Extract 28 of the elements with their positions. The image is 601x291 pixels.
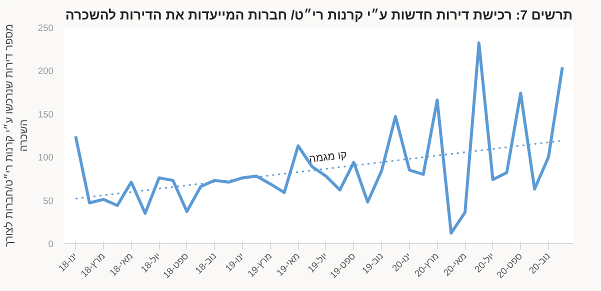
y-axis-title: מספר דירות שנרכשו ע״י קרנות רי״ט/חברות לצורך השכרה (4, 24, 30, 247)
x-tick-label: מרץ-20 (412, 250, 441, 279)
x-tick-label: נוב-20 (527, 250, 552, 276)
chart-title: תרשים 7: רכישת דירות חדשות ע״י קרנות רי״ט/ חברות המייעדות את הדירות להשכרה (65, 8, 573, 22)
x-tick-label: מאי-18 (108, 250, 135, 278)
x-tick-label: ינו-20 (390, 250, 413, 274)
x-tick-label: ספט-18 (161, 250, 190, 280)
y-tick-label: 0 (48, 239, 54, 249)
y-tick-label: 150 (38, 109, 54, 120)
x-tick-label: ספט-20 (494, 250, 524, 280)
y-tick-label: 250 (38, 23, 54, 33)
x-tick-label: מרץ-19 (246, 250, 274, 279)
line-series (74, 42, 564, 235)
y-tick-label: 50 (43, 196, 54, 206)
x-tick-label: נוב-18 (193, 250, 218, 276)
x-tick-label: מרץ-18 (78, 250, 107, 279)
annotation: קו מגמה (308, 148, 348, 166)
x-tick-label: ספט-19 (328, 250, 358, 280)
x-tick-label: מאי-19 (274, 250, 302, 278)
x-tick-label: ינו-19 (223, 250, 246, 274)
x-tick-label: נוב-19 (360, 250, 386, 276)
x-tick-label: ינו-18 (56, 250, 80, 274)
x-tick-label: יול-19 (306, 250, 330, 274)
x-tick-label: יול-18 (139, 250, 163, 274)
x-tick-label: מאי-20 (442, 250, 469, 278)
y-tick-label: 200 (38, 66, 54, 76)
x-tick-label: יול-20 (472, 250, 496, 274)
y-tick-label: 100 (38, 152, 54, 163)
